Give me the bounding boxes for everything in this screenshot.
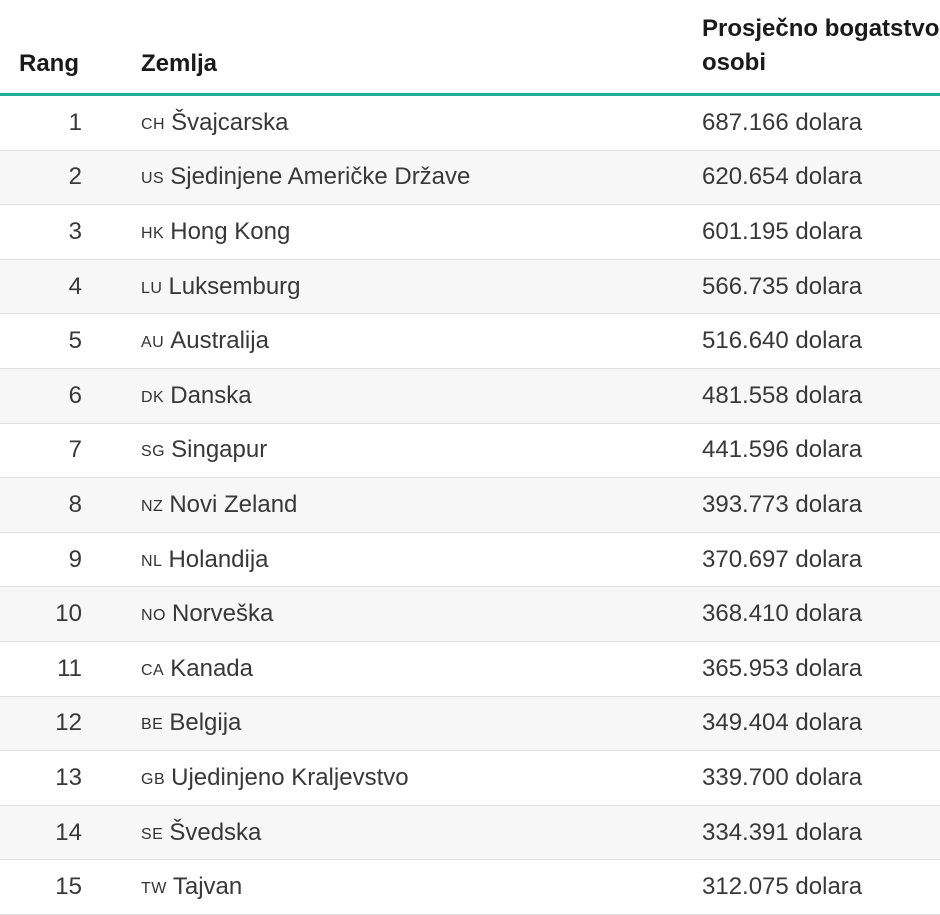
country-cell: HK Hong Kong — [141, 205, 290, 259]
country-name: Švedska — [169, 818, 262, 846]
wealth-value-cell: 370.697 dolara — [702, 545, 863, 573]
wealth-value-cell: 620.654 dolara — [702, 163, 863, 191]
table-row: 8 NZ Novi Zeland 393.773 dolara — [0, 478, 940, 533]
wealth-value-cell: 393.773 dolara — [702, 490, 863, 518]
country-flag-icon: HK — [141, 224, 165, 242]
country-flag-icon: NZ — [141, 497, 164, 515]
country-flag-icon: CA — [141, 661, 165, 679]
country-flag-icon: NL — [141, 552, 163, 570]
header-average-wealth[interactable]: Prosječno bogatstvo po osobi — [702, 12, 940, 84]
header-rank[interactable]: Rang — [19, 50, 79, 77]
country-name: Australija — [170, 327, 269, 355]
country-flag-icon: CH — [141, 115, 166, 133]
table-row: 4 LU Luksemburg 566.735 dolara — [0, 259, 940, 315]
country-flag-icon: US — [141, 170, 165, 188]
table-row: 7 SG Singapur 441.596 dolara — [0, 424, 940, 479]
header-country[interactable]: Zemlja — [141, 50, 218, 77]
rank-cell: 11 — [57, 654, 82, 682]
country-name: Kanada — [170, 654, 253, 682]
country-flag-icon: SG — [141, 443, 166, 461]
rank-cell: 1 — [68, 108, 82, 136]
wealth-value-cell: 334.391 dolara — [702, 818, 863, 846]
rank-cell: 8 — [68, 490, 82, 518]
rank-cell: 7 — [68, 436, 82, 464]
country-flag-icon: LU — [141, 279, 163, 297]
table-row: 2 US Sjedinjene Američke Države 620.654 dol… — [0, 150, 940, 206]
country-flag-icon: TW — [141, 880, 167, 898]
country-cell: BE Belgija — [141, 697, 241, 751]
country-name: Novi Zeland — [169, 490, 298, 518]
header-average-wealth-line1: Prosječno bogatstvo po — [702, 15, 940, 42]
country-cell: US Sjedinjene Američke Države — [141, 151, 470, 205]
wealth-value-cell: 339.700 dolara — [702, 763, 863, 791]
rank-cell: 12 — [55, 709, 82, 737]
country-flag-icon: NO — [141, 607, 166, 625]
table-row: 9 NL Holandija 370.697 dolara — [0, 533, 940, 588]
country-cell: AU Australija — [141, 314, 269, 368]
wealth-value-cell: 687.166 dolara — [702, 108, 863, 136]
country-name: Sjedinjene Američke Države — [170, 163, 471, 191]
country-cell: NO Norveška — [141, 587, 273, 641]
country-name: Holandija — [168, 545, 269, 573]
table-row: 11 CA Kanada 365.953 dolara — [0, 642, 940, 697]
rank-cell: 15 — [55, 873, 82, 901]
country-name: Tajvan — [172, 873, 243, 901]
country-cell: SG Singapur — [141, 424, 267, 478]
wealth-value-cell: 368.410 dolara — [702, 600, 863, 628]
country-name: Ujedinjeno Kraljevstvo — [171, 763, 409, 791]
rank-cell: 6 — [68, 381, 82, 409]
table-row: 6 DK Danska 481.558 dolara — [0, 368, 940, 424]
country-cell: DK Danska — [141, 369, 252, 423]
rank-cell: 3 — [68, 217, 82, 245]
country-name: Danska — [170, 381, 252, 409]
table-header: Rang Zemlja Prosječno bogatstvo po osobi — [0, 0, 940, 96]
table-row: 1 CH Švajcarska 687.166 dolara — [0, 96, 940, 151]
country-flag-icon: BE — [141, 716, 164, 734]
country-name: Norveška — [172, 600, 274, 628]
wealth-value-cell: 566.735 dolara — [702, 272, 863, 300]
table-row: 13 GB Ujedinjeno Kraljevstvo 339.700 dolara — [0, 751, 940, 806]
table-body: 1 CH Švajcarska 687.166 dolara 2 US Sjedinjene… — [0, 96, 940, 915]
country-cell: GB Ujedinjeno Kraljevstvo — [141, 751, 409, 805]
country-cell: TW Tajvan — [141, 860, 242, 914]
country-name: Švajcarska — [171, 108, 289, 136]
country-flag-icon: SE — [141, 825, 164, 843]
country-name: Singapur — [171, 436, 268, 464]
country-name: Belgija — [169, 709, 242, 737]
country-cell: NZ Novi Zeland — [141, 478, 297, 532]
wealth-value-cell: 601.195 dolara — [702, 217, 863, 245]
country-name: Luksemburg — [168, 272, 301, 300]
table-row: 15 TW Tajvan 312.075 dolara — [0, 860, 940, 915]
country-cell: SE Švedska — [141, 806, 261, 860]
table-row: 3 HK Hong Kong 601.195 dolara — [0, 205, 940, 260]
header-average-wealth-line2: osobi — [702, 49, 766, 76]
rank-cell: 9 — [68, 545, 82, 573]
country-cell: NL Holandija — [141, 533, 269, 587]
country-cell: CA Kanada — [141, 642, 253, 696]
wealth-value-cell: 349.404 dolara — [702, 709, 863, 737]
country-cell: CH Švajcarska — [141, 96, 288, 150]
wealth-value-cell: 481.558 dolara — [702, 381, 863, 409]
rank-cell: 14 — [55, 818, 82, 846]
wealth-value-cell: 516.640 dolara — [702, 327, 863, 355]
country-flag-icon: DK — [141, 388, 165, 406]
table-row: 14 SE Švedska 334.391 dolara — [0, 805, 940, 861]
wealth-value-cell: 365.953 dolara — [702, 654, 863, 682]
country-flag-icon: GB — [141, 770, 166, 788]
rank-cell: 13 — [55, 763, 82, 791]
country-cell: LU Luksemburg — [141, 260, 301, 314]
table-row: 12 BE Belgija 349.404 dolara — [0, 696, 940, 752]
rank-cell: 2 — [68, 163, 82, 191]
rank-cell: 10 — [55, 600, 82, 628]
rank-cell: 5 — [68, 327, 82, 355]
rank-cell: 4 — [68, 272, 82, 300]
country-flag-icon: AU — [141, 334, 165, 352]
wealth-value-cell: 441.596 dolara — [702, 436, 863, 464]
table-row: 10 NO Norveška 368.410 dolara — [0, 587, 940, 642]
wealth-value-cell: 312.075 dolara — [702, 873, 863, 901]
country-name: Hong Kong — [170, 217, 291, 245]
table-row: 5 AU Australija 516.640 dolara — [0, 314, 940, 369]
